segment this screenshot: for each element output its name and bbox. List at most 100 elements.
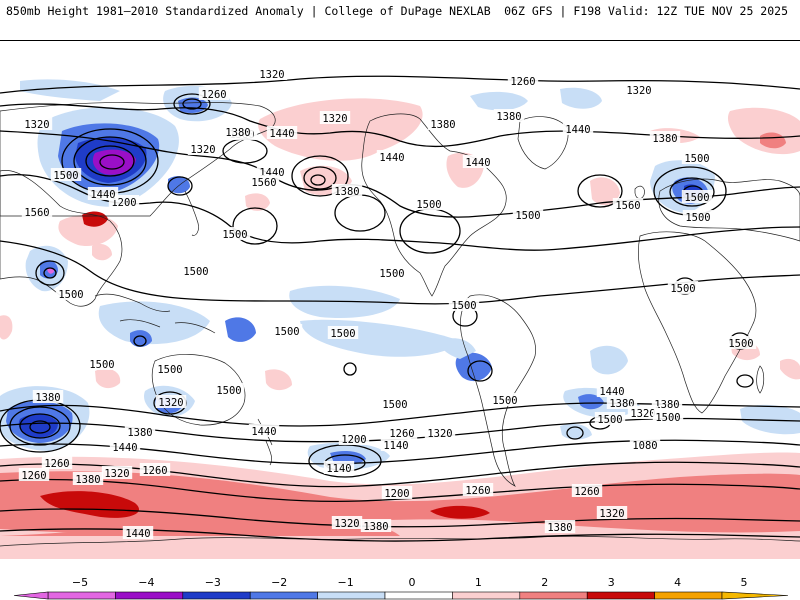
anomaly-pos1-north	[590, 177, 620, 206]
contour-label: 1200	[384, 488, 409, 500]
height-contour	[736, 374, 754, 388]
contour-label: 1440	[599, 386, 624, 398]
contour-label: 1380	[654, 399, 679, 411]
contour-label: 1500	[684, 192, 709, 204]
height-contour	[0, 508, 800, 528]
contour-label-bg	[187, 142, 219, 155]
contour-label-bg	[380, 438, 412, 451]
colorbar-tick-label: −4	[138, 576, 154, 589]
coastline-africa	[638, 231, 757, 414]
coastline-greenland	[517, 116, 569, 170]
height-contour	[0, 478, 800, 503]
contour-label-bg	[271, 324, 303, 337]
contour-label: 1500	[670, 283, 695, 295]
contour-label-bg	[331, 516, 363, 529]
contour-label: 1260	[142, 465, 167, 477]
coastline-siberia	[0, 102, 276, 217]
colorbar-tick-label: −5	[72, 576, 88, 589]
contour-label-bg	[21, 205, 53, 218]
contour-label: 1320	[626, 85, 651, 97]
contour-label: 1320	[190, 144, 215, 156]
colorbar-tick-label: −3	[205, 576, 221, 589]
contour-label: 1260	[465, 485, 490, 497]
contour-label: 1320	[322, 113, 347, 125]
height-contour	[85, 145, 135, 177]
contour-label: 1380	[75, 474, 100, 486]
colorbar-swatch	[519, 591, 588, 600]
contour-label: 1260	[201, 89, 226, 101]
colorbar-swatch	[182, 591, 251, 600]
contour-label-bg	[248, 424, 280, 437]
contour-label: 1320	[158, 397, 183, 409]
colorbar-swatch	[249, 591, 318, 600]
contour-label-bg	[651, 397, 683, 410]
height-contour	[222, 138, 268, 164]
height-contour	[167, 176, 193, 196]
height-contour	[9, 406, 71, 446]
height-contour	[19, 413, 61, 439]
height-contour	[0, 130, 800, 218]
contour-labels: 1320126013201260132013801440132013801440…	[18, 67, 757, 540]
contour-label-bg	[507, 74, 539, 87]
contour-label-bg	[139, 463, 171, 476]
contour-label: 1500	[416, 199, 441, 211]
contour-label-bg	[512, 208, 544, 221]
contour-label: 1080	[632, 440, 657, 452]
contour-label-bg	[489, 393, 521, 406]
contour-label-bg	[124, 425, 156, 438]
contour-label-bg	[198, 87, 230, 100]
anomaly-pos1-south	[265, 369, 292, 391]
contour-label: 1500	[379, 268, 404, 280]
contour-label-bg	[379, 397, 411, 410]
colorbar-high-arrow	[721, 591, 789, 600]
anomaly-neg5-tropics	[47, 267, 54, 274]
contour-label: 1500	[183, 266, 208, 278]
contour-label: 1440	[125, 528, 150, 540]
anomaly-pos1-north	[258, 98, 423, 161]
contour-label-bg	[681, 190, 713, 203]
contour-label: 1500	[492, 395, 517, 407]
contour-label-bg	[213, 383, 245, 396]
colorbar-tick-label: −1	[337, 576, 353, 589]
contour-label-bg	[360, 519, 392, 532]
anomaly-pos1-tropics	[0, 315, 13, 340]
anomaly-pos1-asia	[92, 243, 112, 261]
anomaly-neg1-tropics	[590, 345, 628, 375]
contour-label: 1500	[728, 338, 753, 350]
anomaly-pos1-tropics	[780, 358, 800, 380]
contour-label: 1260	[510, 76, 535, 88]
height-contour	[182, 98, 202, 110]
colorbar-swatch	[654, 591, 723, 600]
contour-label-bg	[32, 390, 64, 403]
contour-label: 1500	[216, 385, 241, 397]
height-contour	[291, 155, 349, 197]
anomaly-pos1-tropics	[95, 368, 121, 389]
coastline-north-america	[361, 113, 507, 297]
coastline-europe	[658, 178, 800, 242]
contour-label: 1320	[630, 408, 655, 420]
contour-label: 1320	[259, 69, 284, 81]
anomaly-pos1-north	[245, 193, 270, 211]
contour-label-bg	[72, 472, 104, 485]
coastline-japan	[184, 190, 199, 236]
contour-label: 1440	[379, 152, 404, 164]
height-contour	[0, 439, 800, 465]
contour-label-bg	[725, 336, 757, 349]
anomaly-pos3-southern-core	[430, 505, 490, 519]
height-contour	[173, 93, 211, 115]
map-title: 850mb Height 1981–2010 Standardized Anom…	[6, 4, 491, 18]
contour-label: 1320	[334, 518, 359, 530]
anomaly-pos3-southern-core	[40, 491, 140, 518]
contour-label-bg	[424, 426, 456, 439]
contour-label: 1380	[496, 111, 521, 123]
colorbar-swatch	[384, 591, 453, 600]
contour-label: 1500	[382, 399, 407, 411]
contour-label-bg	[256, 67, 288, 80]
height-contour	[669, 177, 715, 207]
contour-label: 1260	[21, 470, 46, 482]
contour-label-bg	[594, 412, 626, 425]
anomaly-neg2-north	[168, 176, 190, 194]
contour-label: 1260	[574, 486, 599, 498]
anomaly-neg1-south	[560, 423, 592, 440]
contour-label-bg	[376, 266, 408, 279]
